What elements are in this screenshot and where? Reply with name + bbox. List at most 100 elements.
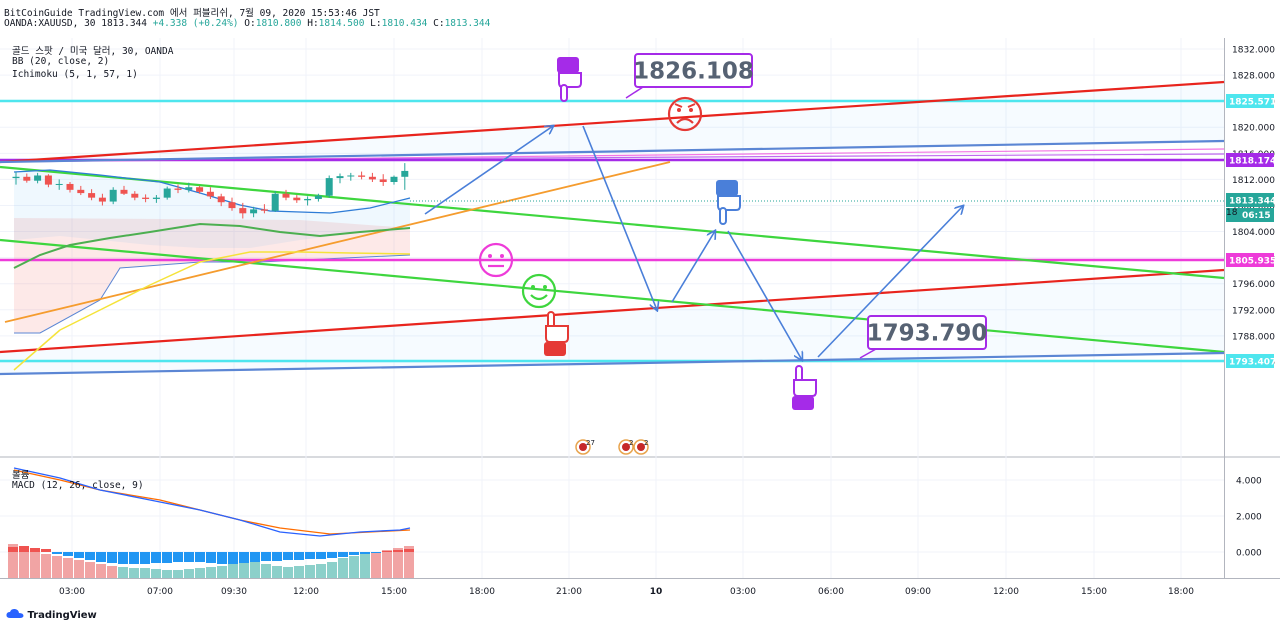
volume-bar (8, 544, 18, 578)
projection-arrow (424, 126, 553, 215)
macd-histogram-bar (162, 552, 172, 563)
volume-bar (239, 563, 249, 578)
volume-bar (360, 554, 370, 578)
volume-legend[interactable]: 볼륨 (12, 470, 30, 481)
macd-histogram-bar (327, 552, 337, 558)
candle-body[interactable] (368, 176, 376, 180)
blue-trend-lower (0, 351, 1225, 376)
macd-histogram-bar (338, 552, 348, 557)
macd-histogram-bar (261, 552, 271, 561)
candle-body[interactable] (293, 197, 301, 201)
candle-body[interactable] (34, 175, 42, 181)
candle-body[interactable] (131, 193, 139, 198)
symbol-description[interactable]: 골드 스팟 / 미국 달러, 30, OANDA (12, 46, 174, 57)
bb-legend[interactable]: BB (20, close, 2) (12, 56, 110, 67)
candle-body[interactable] (55, 183, 63, 185)
volume-bar (184, 569, 194, 578)
candle-body[interactable] (120, 189, 128, 194)
neutral-face-icon (478, 242, 514, 278)
ichimoku-span-a (59, 251, 411, 331)
candle-body[interactable] (271, 193, 279, 211)
candle-body[interactable] (250, 209, 258, 214)
pointing-down-hand-icon-palm (558, 72, 582, 88)
candle-body[interactable] (314, 195, 322, 199)
pointing-down-hand-icon-2-palm (717, 195, 741, 211)
candle-body[interactable] (260, 209, 268, 211)
y-tick-label: 1804.000 (1232, 228, 1275, 238)
candle-body[interactable] (88, 193, 96, 198)
candle-body[interactable] (358, 175, 366, 177)
candle-body[interactable] (390, 176, 398, 183)
callout-low-pointer (859, 348, 877, 359)
volume-bar (52, 556, 62, 578)
candle-body[interactable] (304, 198, 312, 201)
close-value: 1813.344 (444, 18, 491, 29)
y-tick-label: 1792.000 (1232, 306, 1275, 316)
price-pane[interactable] (0, 38, 1224, 457)
macd-histogram-bar (294, 552, 304, 560)
projection-arrow (727, 230, 802, 360)
volume-bar (140, 568, 150, 578)
y-tick-label: 1788.000 (1232, 332, 1275, 342)
macd-tick-label: 0.000 (1236, 549, 1262, 559)
candle-body[interactable] (185, 187, 193, 190)
candle-body[interactable] (142, 197, 150, 199)
event-marker-count: 2 (644, 439, 648, 447)
candle-body[interactable] (77, 189, 85, 194)
candle-body[interactable] (239, 208, 247, 214)
red-trend-lower (0, 268, 1225, 354)
price-change: +4.338 (+0.24%) (152, 18, 239, 29)
candle-body[interactable] (109, 189, 117, 202)
candle-body[interactable] (228, 202, 236, 209)
tradingview-logo[interactable]: TradingView (6, 608, 97, 621)
callout-high-label: 1826.108 (633, 59, 754, 85)
volume-bar (250, 562, 260, 578)
candle-body[interactable] (206, 191, 214, 197)
candle-body[interactable] (66, 183, 74, 190)
macd-histogram-bar (371, 552, 381, 553)
candle-body[interactable] (325, 178, 333, 196)
happy-face-icon-eye-left (531, 285, 535, 289)
sad-face-icon-eye-left (677, 108, 681, 112)
candle-body[interactable] (196, 187, 204, 192)
countdown-label: 06:15 (1242, 211, 1271, 221)
high-value: 1814.500 (318, 18, 365, 29)
macd-pane[interactable] (0, 458, 1224, 579)
candle-body[interactable] (12, 176, 20, 179)
candle-body[interactable] (336, 176, 344, 179)
bb-upper-band (13, 169, 411, 214)
macd-legend[interactable]: MACD (12, 26, close, 9) (12, 480, 144, 491)
volume-bar (305, 565, 315, 578)
publish-info: BitCoinGuide TradingView.com 에서 퍼블리쉬, 7월… (4, 8, 380, 19)
candle-body[interactable] (98, 197, 106, 202)
y-tick-label: 1832.000 (1232, 46, 1275, 56)
candle-body[interactable] (379, 179, 387, 183)
candle-body[interactable] (23, 176, 31, 181)
volume-bar (382, 550, 392, 578)
candle-body[interactable] (44, 175, 52, 185)
pointing-up-hand-icon-palm (545, 325, 569, 343)
event-marker-count: 27 (586, 439, 595, 447)
candle-body[interactable] (347, 175, 355, 177)
candle-body[interactable] (282, 193, 290, 198)
candle-body[interactable] (401, 170, 409, 177)
sad-face-icon-brow-right (687, 103, 696, 108)
volume-bar (74, 560, 84, 578)
candle-body[interactable] (163, 188, 171, 198)
candle-body[interactable] (152, 197, 160, 199)
neutral-face-icon-eye-right (500, 254, 504, 258)
pointing-up-hand-icon-2-palm (793, 379, 817, 397)
x-tick-label: 18:00 (469, 587, 495, 597)
candle-body[interactable] (217, 196, 225, 203)
x-tick-label: 15:00 (381, 587, 407, 597)
price-label-bg (1226, 94, 1274, 108)
projection-arrow (671, 231, 715, 303)
neutral-face-icon-outline (478, 242, 514, 278)
macd-histogram-bar (239, 552, 249, 563)
macd-histogram-bar (63, 552, 73, 556)
event-marker-dot (579, 443, 587, 451)
candle-body[interactable] (174, 188, 182, 190)
ichimoku-legend[interactable]: Ichimoku (5, 1, 57, 1) (12, 69, 138, 80)
